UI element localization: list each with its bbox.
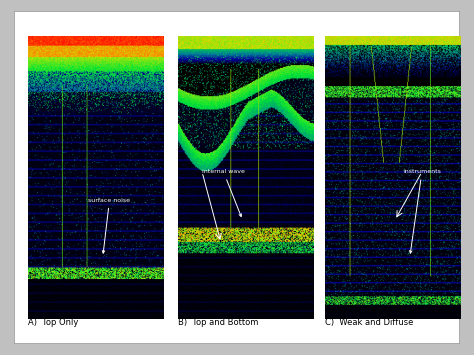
Text: C)  Weak and Diffuse: C) Weak and Diffuse — [325, 318, 413, 327]
Text: B)  Top and Bottom: B) Top and Bottom — [178, 318, 258, 327]
Text: instruments: instruments — [403, 169, 441, 253]
Text: internal wave: internal wave — [202, 169, 245, 217]
Text: surface noise: surface noise — [89, 198, 130, 253]
Text: A)  Top Only: A) Top Only — [28, 318, 79, 327]
FancyBboxPatch shape — [14, 11, 460, 344]
